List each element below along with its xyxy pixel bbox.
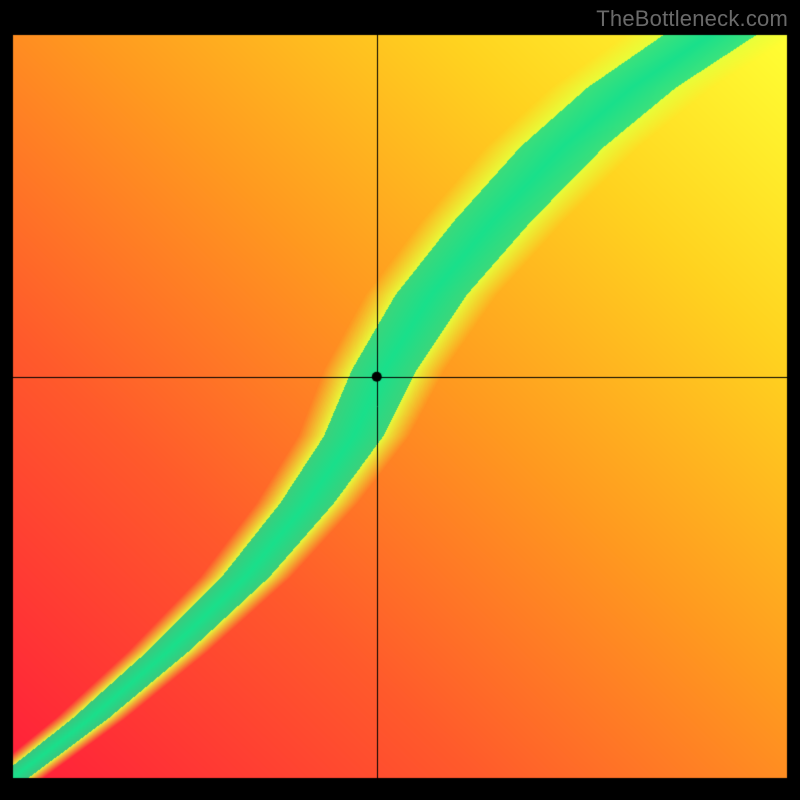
chart-container: TheBottleneck.com xyxy=(0,0,800,800)
heatmap-canvas xyxy=(0,0,800,800)
watermark-text: TheBottleneck.com xyxy=(596,6,788,32)
